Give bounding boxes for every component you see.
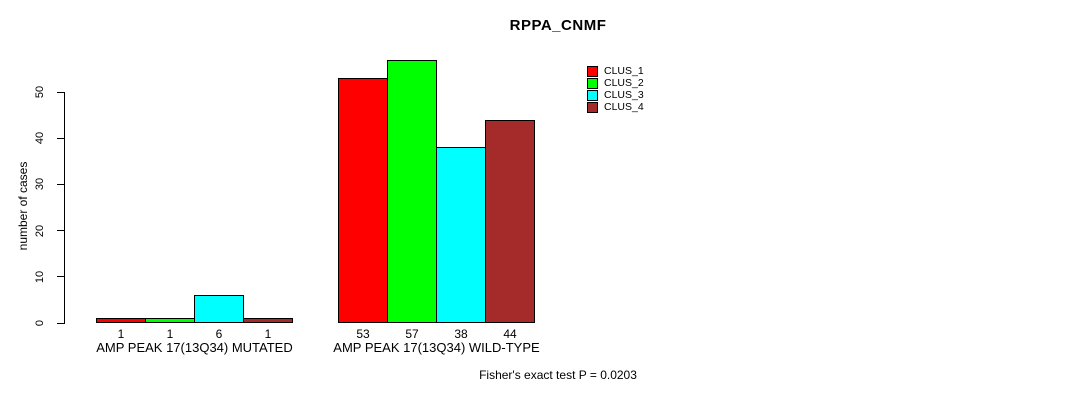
- group-label: AMP PEAK 17(13Q34) MUTATED: [96, 340, 293, 355]
- y-tick-label: 20: [34, 224, 46, 237]
- y-axis-tick: [57, 91, 64, 93]
- y-tick-label: 0: [34, 319, 46, 327]
- bar-clus_4: [485, 119, 535, 323]
- y-tick-label: 30: [34, 178, 46, 191]
- y-axis-tick: [57, 137, 64, 139]
- bar-value-label: 6: [215, 327, 223, 341]
- group-label: AMP PEAK 17(13Q34) WILD-TYPE: [333, 340, 540, 355]
- bar-value-label: 1: [166, 327, 174, 341]
- bar-clus_1: [338, 78, 388, 323]
- bar-clus_4: [243, 318, 293, 323]
- legend-label: CLUS_1: [604, 65, 644, 77]
- y-axis-label: number of cases: [16, 161, 30, 251]
- y-axis-tick: [57, 322, 64, 324]
- legend-item-clus_4: CLUS_4: [587, 101, 644, 113]
- legend-item-clus_2: CLUS_2: [587, 77, 644, 89]
- y-axis-tick: [57, 183, 64, 185]
- stat-annotation: Fisher's exact test P = 0.0203: [479, 368, 637, 382]
- bar-value-label: 44: [503, 327, 517, 341]
- legend: CLUS_1 CLUS_2 CLUS_3 CLUS_4: [587, 65, 644, 113]
- y-tick-label: 40: [34, 132, 46, 145]
- bar-value-label: 57: [405, 327, 419, 341]
- bar-clus_2: [145, 318, 195, 323]
- y-axis-tick: [57, 276, 64, 278]
- bar-clus_3: [194, 295, 244, 323]
- bar-value-label: 1: [117, 327, 125, 341]
- legend-label: CLUS_3: [604, 89, 644, 101]
- bar-value-label: 1: [264, 327, 272, 341]
- legend-swatch-icon: [587, 77, 598, 89]
- legend-swatch-icon: [587, 101, 598, 113]
- legend-swatch-icon: [587, 89, 598, 101]
- legend-swatch-icon: [587, 65, 598, 77]
- y-tick-label: 10: [34, 270, 46, 283]
- bar-value-label: 53: [356, 327, 370, 341]
- bar-clus_2: [387, 59, 437, 323]
- y-axis-tick: [57, 230, 64, 232]
- legend-item-clus_3: CLUS_3: [587, 89, 644, 101]
- legend-label: CLUS_2: [604, 77, 644, 89]
- y-axis-line: [64, 92, 65, 324]
- chart-title: RPPA_CNMF: [509, 17, 607, 34]
- bar-clus_3: [436, 147, 486, 323]
- y-tick-label: 50: [34, 85, 46, 99]
- bar-value-label: 38: [454, 327, 468, 341]
- bar-clus_1: [96, 318, 146, 323]
- legend-item-clus_1: CLUS_1: [587, 65, 644, 77]
- legend-label: CLUS_4: [604, 101, 644, 113]
